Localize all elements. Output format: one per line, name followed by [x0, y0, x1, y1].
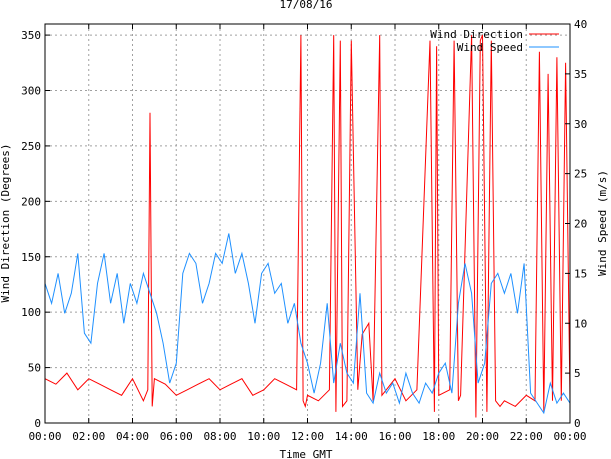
y-axis-label-right: Wind Speed (m/s) — [596, 170, 609, 276]
x-tick-label: 00:00 — [553, 430, 586, 443]
x-tick-label: 14:00 — [335, 430, 368, 443]
x-tick-label: 06:00 — [160, 430, 193, 443]
y-tick-label-left: 350 — [21, 29, 41, 42]
y-tick-label-left: 150 — [21, 251, 41, 264]
y-tick-label-left: 300 — [21, 85, 41, 98]
grid — [45, 24, 570, 423]
y-tick-label-right: 30 — [574, 118, 587, 131]
y-tick-label-left: 200 — [21, 195, 41, 208]
y-tick-label-left: 50 — [28, 362, 41, 375]
y-tick-label-right: 25 — [574, 168, 587, 181]
x-tick-label: 18:00 — [422, 430, 455, 443]
chart-title: 17/08/16 — [280, 0, 333, 11]
y-tick-label-right: 40 — [574, 18, 587, 31]
x-tick-label: 16:00 — [378, 430, 411, 443]
y-tick-label-left: 250 — [21, 140, 41, 153]
y-tick-label-right: 5 — [574, 367, 581, 380]
y-tick-label-right: 0 — [574, 417, 581, 430]
y-tick-label-right: 35 — [574, 68, 587, 81]
series-line-wind-speed — [44, 233, 571, 415]
y-tick-label-right: 15 — [574, 267, 587, 280]
y-axis-label-left: Wind Direction (Degrees) — [0, 144, 12, 303]
x-tick-label: 08:00 — [203, 430, 236, 443]
series-line-wind-direction — [44, 34, 571, 418]
x-tick-label: 20:00 — [466, 430, 499, 443]
y-tick-label-left: 100 — [21, 306, 41, 319]
y-tick-label-right: 20 — [574, 218, 587, 231]
x-tick-label: 02:00 — [72, 430, 105, 443]
y-tick-label-left: 0 — [34, 417, 41, 430]
x-tick-label: 22:00 — [510, 430, 543, 443]
x-tick-label: 04:00 — [116, 430, 149, 443]
legend-label: Wind Direction — [430, 28, 523, 41]
series-layer — [44, 34, 571, 418]
legend-label: Wind Speed — [457, 41, 523, 54]
x-tick-label: 10:00 — [247, 430, 280, 443]
x-axis-label: Time GMT — [280, 448, 333, 459]
y-tick-label-right: 10 — [574, 317, 587, 330]
axes-ticks: 00:00 02:00 04:00 06:00 08:00 10:00 12:00 14:00… — [21, 18, 587, 443]
x-tick-label: 00:00 — [28, 430, 61, 443]
x-tick-label: 12:00 — [291, 430, 324, 443]
